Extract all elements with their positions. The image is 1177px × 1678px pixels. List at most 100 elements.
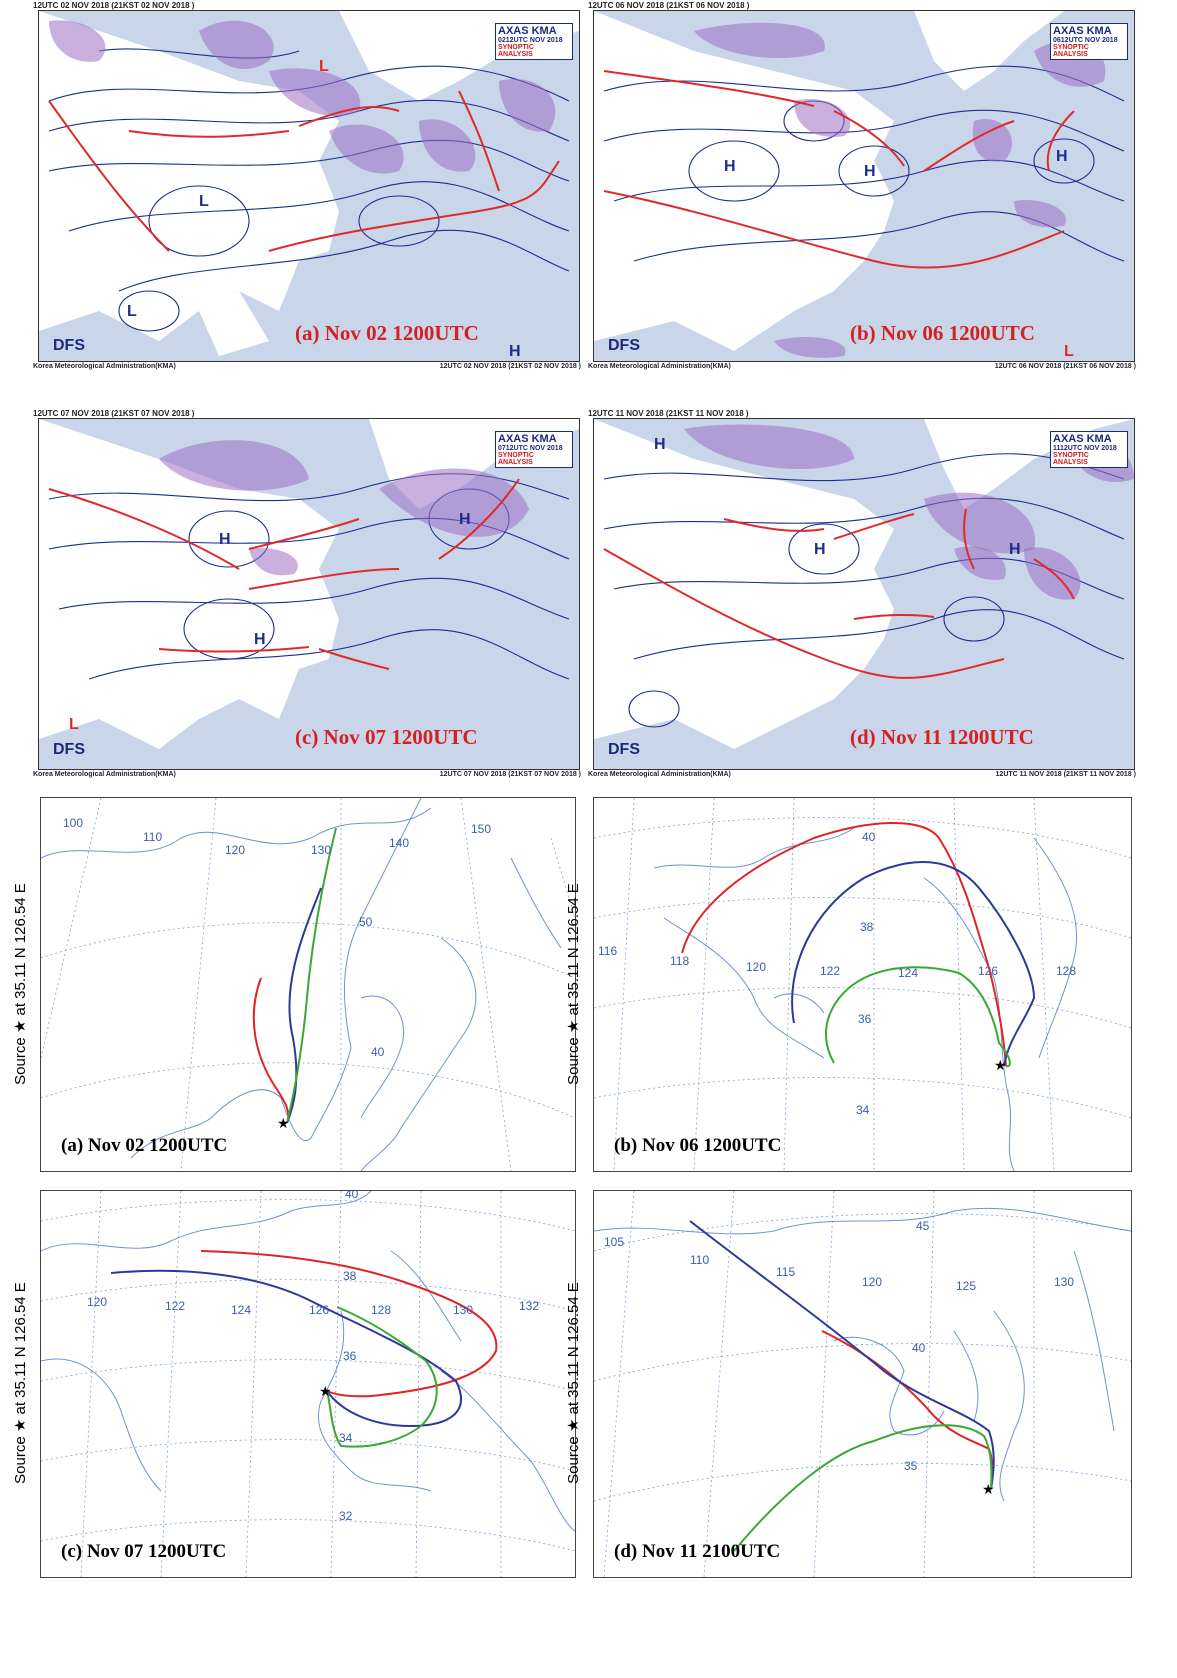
lat-label: 38 bbox=[860, 920, 874, 934]
lon-label: 128 bbox=[1056, 964, 1077, 978]
trajectory-panel-a: ★ 100 110 120 130 140 150 50 40 (a) Nov … bbox=[40, 797, 576, 1172]
svg-text:L: L bbox=[319, 58, 329, 75]
lon-label: 125 bbox=[956, 1279, 977, 1293]
synoptic-caption: (d) Nov 11 1200UTC bbox=[850, 725, 1034, 749]
trajectory-green-a bbox=[286, 827, 337, 1124]
synoptic-header: 12UTC 11 NOV 2018 (21KST 11 NOV 2018 ) bbox=[588, 409, 749, 418]
lon-label: 132 bbox=[519, 1299, 540, 1313]
analysis-label: SYNOPTIC ANALYSIS bbox=[1053, 452, 1089, 466]
lon-label: 130 bbox=[311, 843, 332, 857]
lon-label: 150 bbox=[471, 822, 492, 836]
svg-text:H: H bbox=[219, 531, 231, 548]
trajectory-red-b bbox=[681, 822, 1007, 1067]
source-label-wrap-b: Source ★ at 35.11 N 126.54 E bbox=[553, 797, 593, 1170]
synoptic-header: 12UTC 06 NOV 2018 (21KST 06 NOV 2018 ) bbox=[588, 1, 750, 10]
agency-box: AXAS KMA 0712UTC NOV 2018 SYNOPTIC ANALY… bbox=[495, 431, 573, 468]
agency-box: AXAS KMA 0612UTC NOV 2018 SYNOPTIC ANALY… bbox=[1050, 23, 1128, 60]
source-label-wrap-d: Source ★ at 35.11 N 126.54 E bbox=[553, 1190, 593, 1576]
source-label-wrap-c: Source ★ at 35.11 N 126.54 E bbox=[0, 1190, 40, 1576]
lon-label: 116 bbox=[598, 944, 618, 958]
lon-label: 115 bbox=[776, 1265, 796, 1279]
footer-right: 12UTC 02 NOV 2018 (21KST 02 NOV 2018 ) bbox=[439, 363, 581, 370]
lat-label: 36 bbox=[343, 1349, 357, 1363]
lon-label: 130 bbox=[1054, 1275, 1075, 1289]
lat-label: 40 bbox=[345, 1190, 359, 1201]
issue-label: 0712UTC NOV 2018 bbox=[498, 445, 563, 452]
analysis-label: SYNOPTIC ANALYSIS bbox=[1053, 44, 1089, 58]
source-label: Source ★ at 35.11 N 126.54 E bbox=[12, 1282, 29, 1484]
svg-text:H: H bbox=[1009, 541, 1021, 558]
synoptic-panel-b: H H H L 12UTC 06 NOV 2018 (21KST 06 NOV … bbox=[588, 1, 1136, 370]
trajectory-map-a: ★ bbox=[41, 798, 575, 1171]
svg-text:L: L bbox=[127, 303, 137, 320]
lon-label: 110 bbox=[690, 1253, 710, 1267]
svg-text:H: H bbox=[814, 541, 826, 558]
synoptic-map-b: H H H L bbox=[594, 11, 1134, 361]
trajectory-caption: (d) Nov 11 2100UTC bbox=[614, 1541, 781, 1562]
lon-label: 124 bbox=[231, 1303, 252, 1317]
lon-label: 130 bbox=[453, 1303, 474, 1317]
lat-label: 34 bbox=[339, 1431, 353, 1445]
trajectory-red-a bbox=[252, 977, 290, 1124]
issue-label: 1112UTC NOV 2018 bbox=[1053, 445, 1117, 452]
lon-label: 120 bbox=[746, 960, 767, 974]
synoptic-panel-c: H H H L 12UTC 07 NOV 2018 (21KST 07 NOV … bbox=[33, 409, 581, 778]
trajectory-green-b bbox=[824, 966, 1011, 1068]
svg-text:L: L bbox=[69, 716, 79, 733]
synoptic-map-d: H H H bbox=[594, 419, 1134, 769]
lat-label: 38 bbox=[343, 1269, 357, 1283]
lon-label: 120 bbox=[225, 843, 246, 857]
agency-box: AXAS KMA 0212UTC NOV 2018 SYNOPTIC ANALY… bbox=[495, 23, 573, 60]
source-label: Source ★ at 35.11 N 126.54 E bbox=[565, 882, 582, 1085]
synoptic-panel-a: L L L H 12UTC 02 NOV 2018 (21KST 02 NOV … bbox=[33, 1, 581, 370]
trajectory-caption: (b) Nov 06 1200UTC bbox=[614, 1135, 782, 1156]
lat-label: 40 bbox=[862, 830, 876, 844]
lat-label: 36 bbox=[858, 1012, 872, 1026]
lon-label: 128 bbox=[371, 1303, 392, 1317]
trajectory-red-c bbox=[200, 1250, 498, 1398]
trajectory-map-c: ★ bbox=[41, 1191, 575, 1577]
trajectory-map-b: ★ bbox=[594, 798, 1131, 1171]
lat-label: 45 bbox=[916, 1219, 930, 1233]
synoptic-map-a: L L L H bbox=[39, 11, 579, 361]
trajectory-map-d: ★ bbox=[594, 1191, 1131, 1577]
trajectory-panel-b: ★ 116 118 120 122 124 126 128 40 38 36 3… bbox=[593, 797, 1132, 1172]
issue-label: 0612UTC NOV 2018 bbox=[1053, 37, 1118, 44]
svg-text:H: H bbox=[509, 343, 521, 360]
lon-label: 120 bbox=[862, 1275, 883, 1289]
source-star: ★ bbox=[319, 1385, 332, 1400]
trajectory-caption: (a) Nov 02 1200UTC bbox=[61, 1135, 228, 1156]
source-label-wrap-a: Source ★ at 35.11 N 126.54 E bbox=[0, 797, 40, 1170]
lat-label: 32 bbox=[339, 1509, 353, 1523]
svg-text:H: H bbox=[654, 436, 666, 453]
source-star: ★ bbox=[277, 1117, 290, 1132]
synoptic-caption: (b) Nov 06 1200UTC bbox=[850, 321, 1035, 345]
footer-left: Korea Meteorological Administration(KMA) bbox=[33, 363, 176, 370]
agency-label: AXAS KMA bbox=[498, 433, 557, 445]
lon-label: 118 bbox=[670, 954, 690, 968]
footer-left: Korea Meteorological Administration(KMA) bbox=[588, 771, 731, 778]
analysis-label: SYNOPTIC ANALYSIS bbox=[498, 44, 534, 58]
lon-label: 124 bbox=[898, 966, 919, 980]
trajectory-panel-d: ★ 105 110 115 120 125 130 45 40 35 (d) N… bbox=[593, 1190, 1132, 1578]
dfs-label: DFS bbox=[53, 337, 85, 354]
svg-text:H: H bbox=[864, 163, 876, 180]
svg-text:H: H bbox=[459, 511, 471, 528]
lon-label: 105 bbox=[604, 1235, 625, 1249]
trajectory-green-c bbox=[326, 1306, 438, 1448]
lon-label: 122 bbox=[165, 1299, 186, 1313]
dfs-label: DFS bbox=[53, 741, 85, 758]
lat-label: 40 bbox=[371, 1045, 385, 1059]
issue-label: 0212UTC NOV 2018 bbox=[498, 37, 563, 44]
trajectory-green-d bbox=[733, 1424, 993, 1552]
footer-right: 12UTC 11 NOV 2018 (21KST 11 NOV 2018 ) bbox=[995, 771, 1136, 778]
svg-text:H: H bbox=[1056, 148, 1068, 165]
dfs-label: DFS bbox=[608, 337, 640, 354]
lat-label: 35 bbox=[904, 1459, 918, 1473]
lon-label: 110 bbox=[143, 830, 163, 844]
svg-text:L: L bbox=[1064, 343, 1074, 360]
agency-label: AXAS KMA bbox=[1053, 25, 1112, 37]
trajectory-blue-c bbox=[110, 1269, 462, 1428]
footer-right: 12UTC 07 NOV 2018 (21KST 07 NOV 2018 ) bbox=[439, 771, 581, 778]
trajectory-blue-a bbox=[286, 887, 322, 1124]
